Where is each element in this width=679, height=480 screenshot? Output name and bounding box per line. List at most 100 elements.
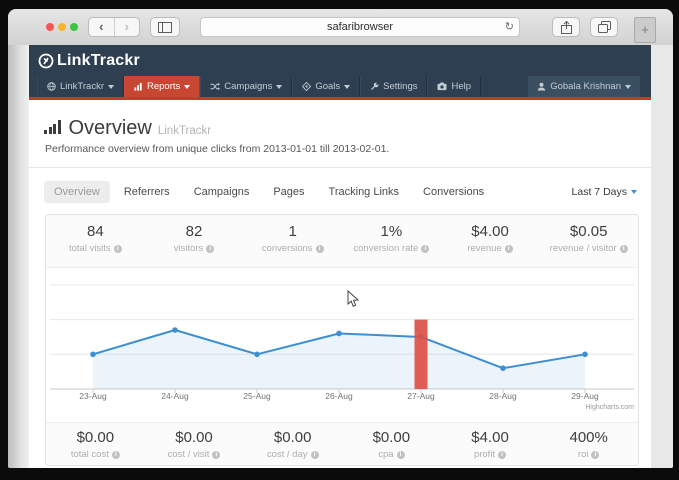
- reload-icon[interactable]: ↻: [505, 18, 514, 36]
- stat-label: profit: [474, 449, 495, 460]
- chevron-down-icon: [344, 85, 350, 89]
- stat-label: revenue: [467, 243, 501, 254]
- stat-value: 82: [145, 223, 244, 240]
- bar-chart-icon: [134, 82, 143, 91]
- page-content: Overview LinkTrackr Performance overview…: [29, 117, 651, 466]
- info-icon[interactable]: i: [421, 245, 429, 253]
- overview-panel: 84 total visitsi 82 visitorsi 1 conversi…: [45, 214, 639, 466]
- nav-item-settings[interactable]: Settings: [360, 76, 427, 97]
- show-tabs-button[interactable]: [590, 17, 618, 37]
- info-icon[interactable]: i: [505, 245, 513, 253]
- stat-roi: 400% roii: [539, 423, 638, 465]
- page-subtitle: Performance overview from unique clicks …: [45, 143, 651, 155]
- stat-label: total visits: [69, 243, 111, 254]
- nav-label: Help: [451, 81, 471, 92]
- stat-cost-day: $0.00 cost / dayi: [243, 423, 342, 465]
- stat-revenue-visitor: $0.05 revenue / visitori: [539, 215, 638, 267]
- area-chart: 23-Aug24-Aug25-Aug26-Aug27-Aug28-Aug29-A…: [46, 268, 638, 422]
- site-logo-text: LinkTrackr: [57, 52, 140, 70]
- screenshot-frame: ‹ › safaribrowser ↻: [0, 0, 679, 480]
- info-icon[interactable]: i: [212, 451, 220, 459]
- info-icon[interactable]: i: [206, 245, 214, 253]
- svg-text:29-Aug: 29-Aug: [571, 391, 599, 401]
- linktrackr-logo-icon: [38, 53, 54, 69]
- tab-tracking-links[interactable]: Tracking Links: [319, 181, 410, 203]
- stat-value: 1%: [342, 223, 441, 240]
- stat-label: revenue / visitor: [550, 243, 617, 254]
- goal-icon: [302, 82, 311, 91]
- tab-overview[interactable]: Overview: [44, 181, 110, 203]
- user-menu[interactable]: Gobala Krishnan: [528, 76, 640, 97]
- forward-button[interactable]: ›: [114, 18, 140, 36]
- info-icon[interactable]: i: [591, 451, 599, 459]
- chevron-down-icon: [276, 85, 282, 89]
- nav-item-help[interactable]: Help: [427, 76, 481, 97]
- stat-value: 400%: [539, 429, 638, 446]
- page-title-suffix: LinkTrackr: [158, 125, 211, 137]
- stat-value: $4.00: [441, 223, 540, 240]
- stat-value: $0.00: [145, 429, 244, 446]
- tab-campaigns[interactable]: Campaigns: [184, 181, 260, 203]
- stat-profit: $4.00 profiti: [441, 423, 540, 465]
- stat-value: $0.00: [342, 429, 441, 446]
- minimize-window-button[interactable]: [58, 23, 66, 31]
- stat-cpa: $0.00 cpai: [342, 423, 441, 465]
- nav-label: LinkTrackr: [60, 81, 104, 92]
- stat-label: visitors: [174, 243, 204, 254]
- stat-value: $0.00: [46, 429, 145, 446]
- zoom-window-button[interactable]: [70, 23, 78, 31]
- date-range-label: Last 7 Days: [572, 186, 627, 198]
- stat-label: roi: [578, 449, 589, 460]
- overview-chart-icon: [44, 120, 61, 134]
- stat-value: $4.00: [441, 429, 540, 446]
- info-icon[interactable]: i: [311, 451, 319, 459]
- address-bar[interactable]: safaribrowser ↻: [200, 17, 520, 37]
- sidebar-button[interactable]: [150, 17, 180, 37]
- shuffle-icon: [210, 82, 220, 91]
- chevron-down-icon: [625, 85, 631, 89]
- svg-text:27-Aug: 27-Aug: [407, 391, 435, 401]
- svg-text:26-Aug: 26-Aug: [325, 391, 353, 401]
- nav-label: Settings: [383, 81, 417, 92]
- info-icon[interactable]: i: [620, 245, 628, 253]
- stat-label: conversion rate: [353, 243, 418, 254]
- report-tabs: Overview Referrers Campaigns Pages Track…: [44, 181, 637, 203]
- stat-conversions: 1 conversionsi: [243, 215, 342, 267]
- nav-item-goals[interactable]: Goals: [292, 76, 360, 97]
- share-button[interactable]: [552, 17, 580, 37]
- visits-chart[interactable]: 23-Aug24-Aug25-Aug26-Aug27-Aug28-Aug29-A…: [46, 268, 638, 422]
- back-button[interactable]: ‹: [89, 18, 114, 36]
- site-nav: LinkTrackr Reports: [29, 76, 651, 100]
- nav-item-linktrackr[interactable]: LinkTrackr: [37, 76, 124, 97]
- site-header: LinkTrackr: [29, 45, 651, 76]
- stat-cost-visit: $0.00 cost / visiti: [145, 423, 244, 465]
- svg-text:23-Aug: 23-Aug: [79, 391, 107, 401]
- new-tab-button[interactable]: +: [634, 17, 656, 43]
- stat-label: cost / day: [267, 449, 308, 460]
- stat-value: 1: [243, 223, 342, 240]
- stat-revenue: $4.00 revenue i: [441, 215, 540, 267]
- nav-label: Campaigns: [224, 81, 272, 92]
- tab-referrers[interactable]: Referrers: [114, 181, 180, 203]
- stat-value: $0.05: [539, 223, 638, 240]
- tab-pages[interactable]: Pages: [263, 181, 314, 203]
- date-range-selector[interactable]: Last 7 Days: [572, 186, 637, 198]
- site-logo[interactable]: LinkTrackr: [38, 52, 140, 70]
- info-icon[interactable]: i: [316, 245, 324, 253]
- nav-item-campaigns[interactable]: Campaigns: [200, 76, 292, 97]
- info-icon[interactable]: i: [114, 245, 122, 253]
- info-icon[interactable]: i: [397, 451, 405, 459]
- info-icon[interactable]: i: [112, 451, 120, 459]
- web-page: LinkTrackr LinkTrackr: [29, 45, 651, 468]
- stats-row-top: 84 total visitsi 82 visitorsi 1 conversi…: [46, 215, 638, 268]
- stat-label: cpa: [378, 449, 393, 460]
- svg-text:Highcharts.com: Highcharts.com: [585, 404, 634, 411]
- stats-row-bottom: $0.00 total costi $0.00 cost / visiti $0…: [46, 422, 638, 465]
- info-icon[interactable]: i: [498, 451, 506, 459]
- svg-text:24-Aug: 24-Aug: [161, 391, 189, 401]
- tab-conversions[interactable]: Conversions: [413, 181, 494, 203]
- stat-label: cost / visit: [168, 449, 210, 460]
- nav-item-reports[interactable]: Reports: [124, 76, 200, 97]
- close-window-button[interactable]: [46, 23, 54, 31]
- chevron-down-icon: [184, 85, 190, 89]
